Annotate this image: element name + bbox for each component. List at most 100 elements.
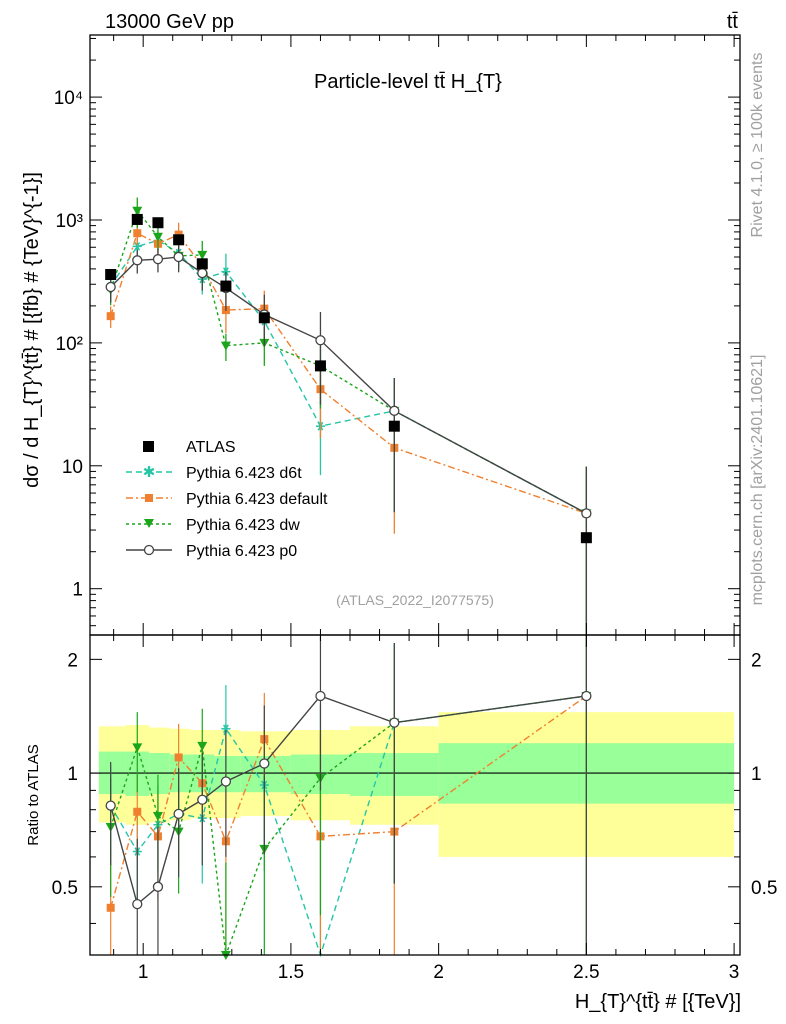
mcplots-label: mcplots.cern.ch [arXiv:2401.10621] <box>749 355 766 606</box>
point-atlas <box>173 234 185 246</box>
series-line-pythia-6-423-d6t <box>110 239 587 515</box>
series-line-pythia-6-423-default <box>110 232 587 515</box>
ratio-axis-label: Ratio to ATLAS <box>25 744 42 845</box>
legend-label-atlas: ATLAS <box>186 439 236 456</box>
legend-marker-d6t: ✱ <box>143 464 156 481</box>
point-atlas <box>152 217 164 229</box>
y-tick-label: 10 <box>62 457 83 478</box>
ratio-tick-label-right: 0.5 <box>751 878 777 899</box>
legend-marker-p0 <box>143 544 155 556</box>
point-pythia-6-423-p0 <box>173 251 184 263</box>
legend-marker-atlas <box>143 441 154 452</box>
point-pythia-6-423-p0 <box>105 281 116 293</box>
ratio-tick-label-left: 2 <box>67 650 78 671</box>
point-pythia-6-423-dw <box>197 250 208 260</box>
point-atlas <box>220 280 232 292</box>
legend-marker-default <box>145 494 153 502</box>
ratio-point-pythia-6-423-dw <box>132 743 143 753</box>
ratio-series-pythia-6-423-p0 <box>105 635 592 955</box>
ratio-tick-label-left: 1 <box>67 764 78 785</box>
y-tick-label: 10² <box>56 334 83 355</box>
ratio-point-pythia-6-423-dw <box>197 741 208 751</box>
ratio-point-pythia-6-423-dw <box>152 811 163 821</box>
ratio-point-pythia-6-423-default <box>106 903 115 912</box>
x-tick-label: 1.5 <box>278 962 304 983</box>
point-atlas <box>196 258 208 270</box>
x-tick-label: 2 <box>433 962 444 983</box>
legend-marker-dw <box>144 519 154 528</box>
x-tick-label: 3 <box>729 962 740 983</box>
legend: ATLAS ✱ Pythia 6.423 d6t Pythia 6.423 de… <box>126 439 328 560</box>
series-atlas <box>105 213 592 544</box>
series-pythia-6-423-default <box>106 222 591 635</box>
ratio-point-pythia-6-423-p0 <box>132 898 143 910</box>
legend-entry-atlas: ATLAS <box>143 439 236 456</box>
ratio-point-pythia-6-423-p0 <box>389 717 400 728</box>
point-pythia-6-423-dw <box>152 232 163 242</box>
ratio-line-pythia-6-423-p0 <box>110 695 587 906</box>
x-tick-label: 2.5 <box>573 962 599 983</box>
point-pythia-6-423-p0 <box>132 255 143 266</box>
point-atlas <box>580 532 592 544</box>
legend-entry-dw: Pythia 6.423 dw <box>126 517 300 534</box>
ratio-point-pythia-6-423-p0 <box>173 808 184 820</box>
y-tick-label: 1 <box>72 580 83 601</box>
ratio-panel-series <box>105 635 592 960</box>
ratio-point-pythia-6-423-p0 <box>581 690 592 702</box>
energy-label: 13000 GeV pp <box>105 11 234 33</box>
y-tick-label: 10³ <box>56 211 83 232</box>
legend-label-p0: Pythia 6.423 p0 <box>186 543 297 560</box>
ratio-frame <box>89 634 741 956</box>
point-pythia-6-423-p0 <box>389 405 400 416</box>
ratio-point-pythia-6-423-p0 <box>105 800 116 811</box>
ratio-point-pythia-6-423-p0 <box>220 776 232 787</box>
point-pythia-6-423-p0 <box>315 335 326 346</box>
ratio-line-pythia-6-423-default <box>110 695 587 908</box>
legend-label-default: Pythia 6.423 default <box>186 491 328 508</box>
ratio-tick-label-left: 0.5 <box>52 878 78 899</box>
point-atlas <box>105 269 117 281</box>
series-pythia-6-423-p0 <box>105 245 592 635</box>
ratio-line-pythia-6-423-d6t <box>110 695 587 958</box>
chart-title: Particle-level tt̄ H_{T} <box>314 71 502 93</box>
point-atlas <box>388 420 400 432</box>
point-pythia-6-423-default <box>106 312 115 321</box>
x-axis-label: H_{T}^{tt̄} # [{TeV}] <box>575 991 741 1013</box>
main-panel-series <box>105 197 592 635</box>
point-pythia-6-423-p0 <box>197 267 208 279</box>
ratio-point-pythia-6-423-default <box>174 753 183 762</box>
series-line-pythia-6-423-p0 <box>110 256 587 515</box>
series-line-pythia-6-423-dw <box>110 209 587 515</box>
process-label: tt̄ <box>727 11 739 33</box>
axes: 1 1.5 2 2.5 3 1 10 10² 10³ 10⁴ 0.5 0.5 1 1 2 2 <box>52 34 777 983</box>
point-atlas <box>258 312 270 324</box>
series-pythia-6-423-d6t <box>106 230 591 635</box>
legend-entry-d6t: ✱ Pythia 6.423 d6t <box>126 464 302 482</box>
ratio-point-pythia-6-423-p0 <box>197 794 208 805</box>
ratio-point-pythia-6-423-p0 <box>152 881 164 892</box>
point-atlas <box>314 360 326 372</box>
x-tick-label: 1 <box>138 962 149 983</box>
y-axis-label: dσ / d H_{T}^{tt̄} # [{fb} # {TeV}^{-1}] <box>21 172 43 488</box>
point-pythia-6-423-default <box>133 229 142 238</box>
ratio-uncertainty-bands <box>90 712 740 857</box>
point-pythia-6-423-d6t <box>221 267 231 277</box>
point-pythia-6-423-p0 <box>581 508 592 519</box>
analysis-id: (ATLAS_2022_I2077575) <box>336 592 494 608</box>
ratio-point-pythia-6-423-p0 <box>259 758 270 769</box>
rivet-label: Rivet 4.1.0, ≥ 100k events <box>749 53 766 238</box>
y-tick-label: 10⁴ <box>54 88 83 109</box>
legend-label-d6t: Pythia 6.423 d6t <box>186 465 302 482</box>
point-pythia-6-423-dw <box>132 206 143 216</box>
point-pythia-6-423-dw <box>220 341 231 351</box>
ratio-tick-label-right: 1 <box>751 764 762 785</box>
legend-label-dw: Pythia 6.423 dw <box>186 517 300 534</box>
legend-entry-p0: Pythia 6.423 p0 <box>126 543 297 560</box>
point-pythia-6-423-p0 <box>152 254 164 265</box>
point-atlas <box>131 213 143 225</box>
legend-entry-default: Pythia 6.423 default <box>126 491 328 508</box>
ratio-tick-label-right: 2 <box>751 650 762 671</box>
ratio-point-pythia-6-423-default <box>133 807 142 816</box>
ratio-point-pythia-6-423-p0 <box>315 690 326 702</box>
